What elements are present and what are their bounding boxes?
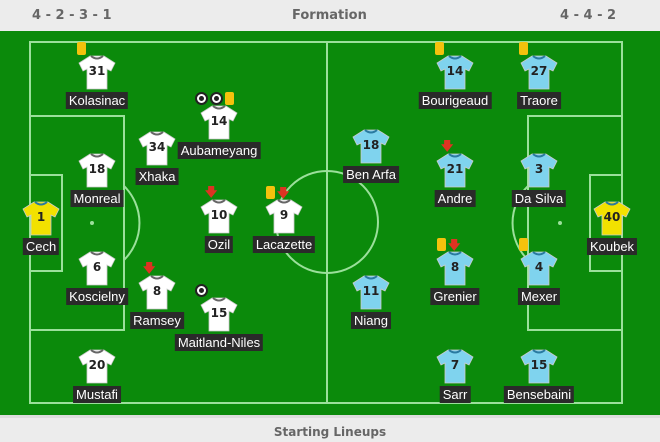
- player-name: Kolasinac: [65, 92, 129, 109]
- event-icons: 🡇: [441, 140, 453, 152]
- shirt-number: 8: [450, 260, 460, 274]
- shirt-number: 34: [148, 140, 166, 154]
- player-name: Da Silva: [511, 190, 567, 207]
- shirt-number: 18: [362, 138, 380, 152]
- shirt-number: 31: [88, 64, 106, 78]
- shirt-number: 18: [88, 162, 106, 176]
- player-name: Koubek: [586, 238, 638, 255]
- substitution-arrow-icon: 🡇: [448, 237, 461, 252]
- player-name: Grenier: [430, 288, 480, 305]
- shirt-number: 21: [446, 162, 464, 176]
- player-name: Niang: [351, 312, 391, 329]
- formation-header: 4 - 2 - 3 - 1 Formation 4 - 4 - 2: [0, 0, 660, 31]
- shirt-icon: [436, 349, 474, 384]
- header-title: Formation: [292, 8, 367, 23]
- player-name: Ramsey: [130, 312, 184, 329]
- yellow-card-icon: [519, 238, 528, 251]
- shirt-number: 14: [446, 64, 464, 78]
- home-formation: 4 - 2 - 3 - 1: [32, 8, 112, 23]
- event-icons: [195, 284, 208, 297]
- event-icons: [77, 42, 86, 55]
- shirt-number: 6: [92, 260, 102, 274]
- substitution-arrow-icon: 🡇: [143, 261, 156, 275]
- yellow-card-icon: [225, 92, 234, 105]
- player-name: Andre: [434, 190, 476, 207]
- event-icons: [519, 42, 528, 55]
- shirt-icon: [520, 251, 558, 286]
- substitution-arrow-icon: 🡇: [441, 139, 454, 153]
- shirt-number: 9: [279, 208, 289, 222]
- shirt-number: 40: [603, 210, 621, 224]
- pitch: 31 Kolasinac 14 Aubameyang 34 Xhaka 18 M…: [0, 31, 660, 415]
- goal-ball-icon: [195, 284, 208, 297]
- shirt-icon: [138, 275, 176, 310]
- footer-title: Starting Lineups: [273, 425, 387, 439]
- shirt-number: 20: [88, 358, 106, 372]
- shirt-number: 15: [530, 358, 548, 372]
- yellow-card-icon: [437, 238, 446, 251]
- shirt-icon: [436, 153, 474, 188]
- shirt-icon: [138, 131, 176, 166]
- goal-ball-icon: [210, 92, 223, 105]
- starting-lineups-footer: Starting Lineups: [0, 415, 660, 442]
- shirt-number: 27: [530, 64, 548, 78]
- shirt-icon: [200, 297, 238, 332]
- shirt-icon: [78, 251, 116, 286]
- shirt-icon: [520, 349, 558, 384]
- player-name: Koscielny: [66, 288, 128, 305]
- shirt-number: 11: [362, 284, 380, 298]
- player-name: Bourigeaud: [418, 92, 492, 109]
- shirt-number: 3: [534, 162, 544, 176]
- shirt-number: 10: [210, 208, 228, 222]
- goal-ball-icon: [195, 92, 208, 105]
- player-name: Ozil: [204, 236, 234, 253]
- shirt-icon: [520, 55, 558, 90]
- player-name: Bensebaini: [503, 386, 575, 403]
- event-icons: [195, 92, 234, 105]
- player-name: Xhaka: [135, 168, 179, 185]
- yellow-card-icon: [77, 42, 86, 55]
- event-icons: 🡇: [437, 238, 460, 251]
- shirt-number: 4: [534, 260, 544, 274]
- player-name: Ben Arfa: [343, 166, 399, 183]
- player-name: Aubameyang: [177, 142, 261, 159]
- event-icons: [435, 42, 444, 55]
- player-name: Lacazette: [252, 236, 316, 253]
- shirt-number: 14: [210, 114, 228, 128]
- player-name: Traore: [517, 92, 561, 109]
- shirt-icon: [436, 251, 474, 286]
- shirt-number: 15: [210, 306, 228, 320]
- away-formation: 4 - 4 - 2: [560, 8, 617, 23]
- shirt-icon: [200, 105, 238, 140]
- player-name: Mustafi: [73, 386, 121, 403]
- shirt-icon: [78, 349, 116, 384]
- shirt-icon: [22, 201, 60, 236]
- shirt-number: 1: [36, 210, 46, 224]
- shirt-number: 8: [152, 284, 162, 298]
- player-name: Maitland-Niles: [174, 334, 264, 351]
- shirt-icon: [265, 199, 303, 234]
- yellow-card-icon: [266, 186, 275, 199]
- yellow-card-icon: [435, 42, 444, 55]
- shirt-icon: [78, 153, 116, 188]
- player-name: Cech: [22, 238, 60, 255]
- player-name: Monreal: [70, 190, 124, 207]
- substitution-arrow-icon: 🡇: [277, 185, 290, 200]
- substitution-arrow-icon: 🡇: [205, 185, 218, 199]
- shirt-icon: [352, 275, 390, 310]
- shirt-icon: [436, 55, 474, 90]
- shirt-icon: [520, 153, 558, 188]
- event-icons: 🡇: [266, 186, 289, 199]
- shirt-number: 7: [450, 358, 460, 372]
- shirt-icon: [352, 129, 390, 164]
- shirt-icon: [200, 199, 238, 234]
- shirt-icon: [593, 201, 631, 236]
- player-name: Sarr: [439, 386, 471, 403]
- event-icons: 🡇: [205, 186, 217, 198]
- player-name: Mexer: [517, 288, 561, 305]
- yellow-card-icon: [519, 42, 528, 55]
- shirt-icon: [78, 55, 116, 90]
- event-icons: 🡇: [143, 262, 155, 274]
- event-icons: [519, 238, 528, 251]
